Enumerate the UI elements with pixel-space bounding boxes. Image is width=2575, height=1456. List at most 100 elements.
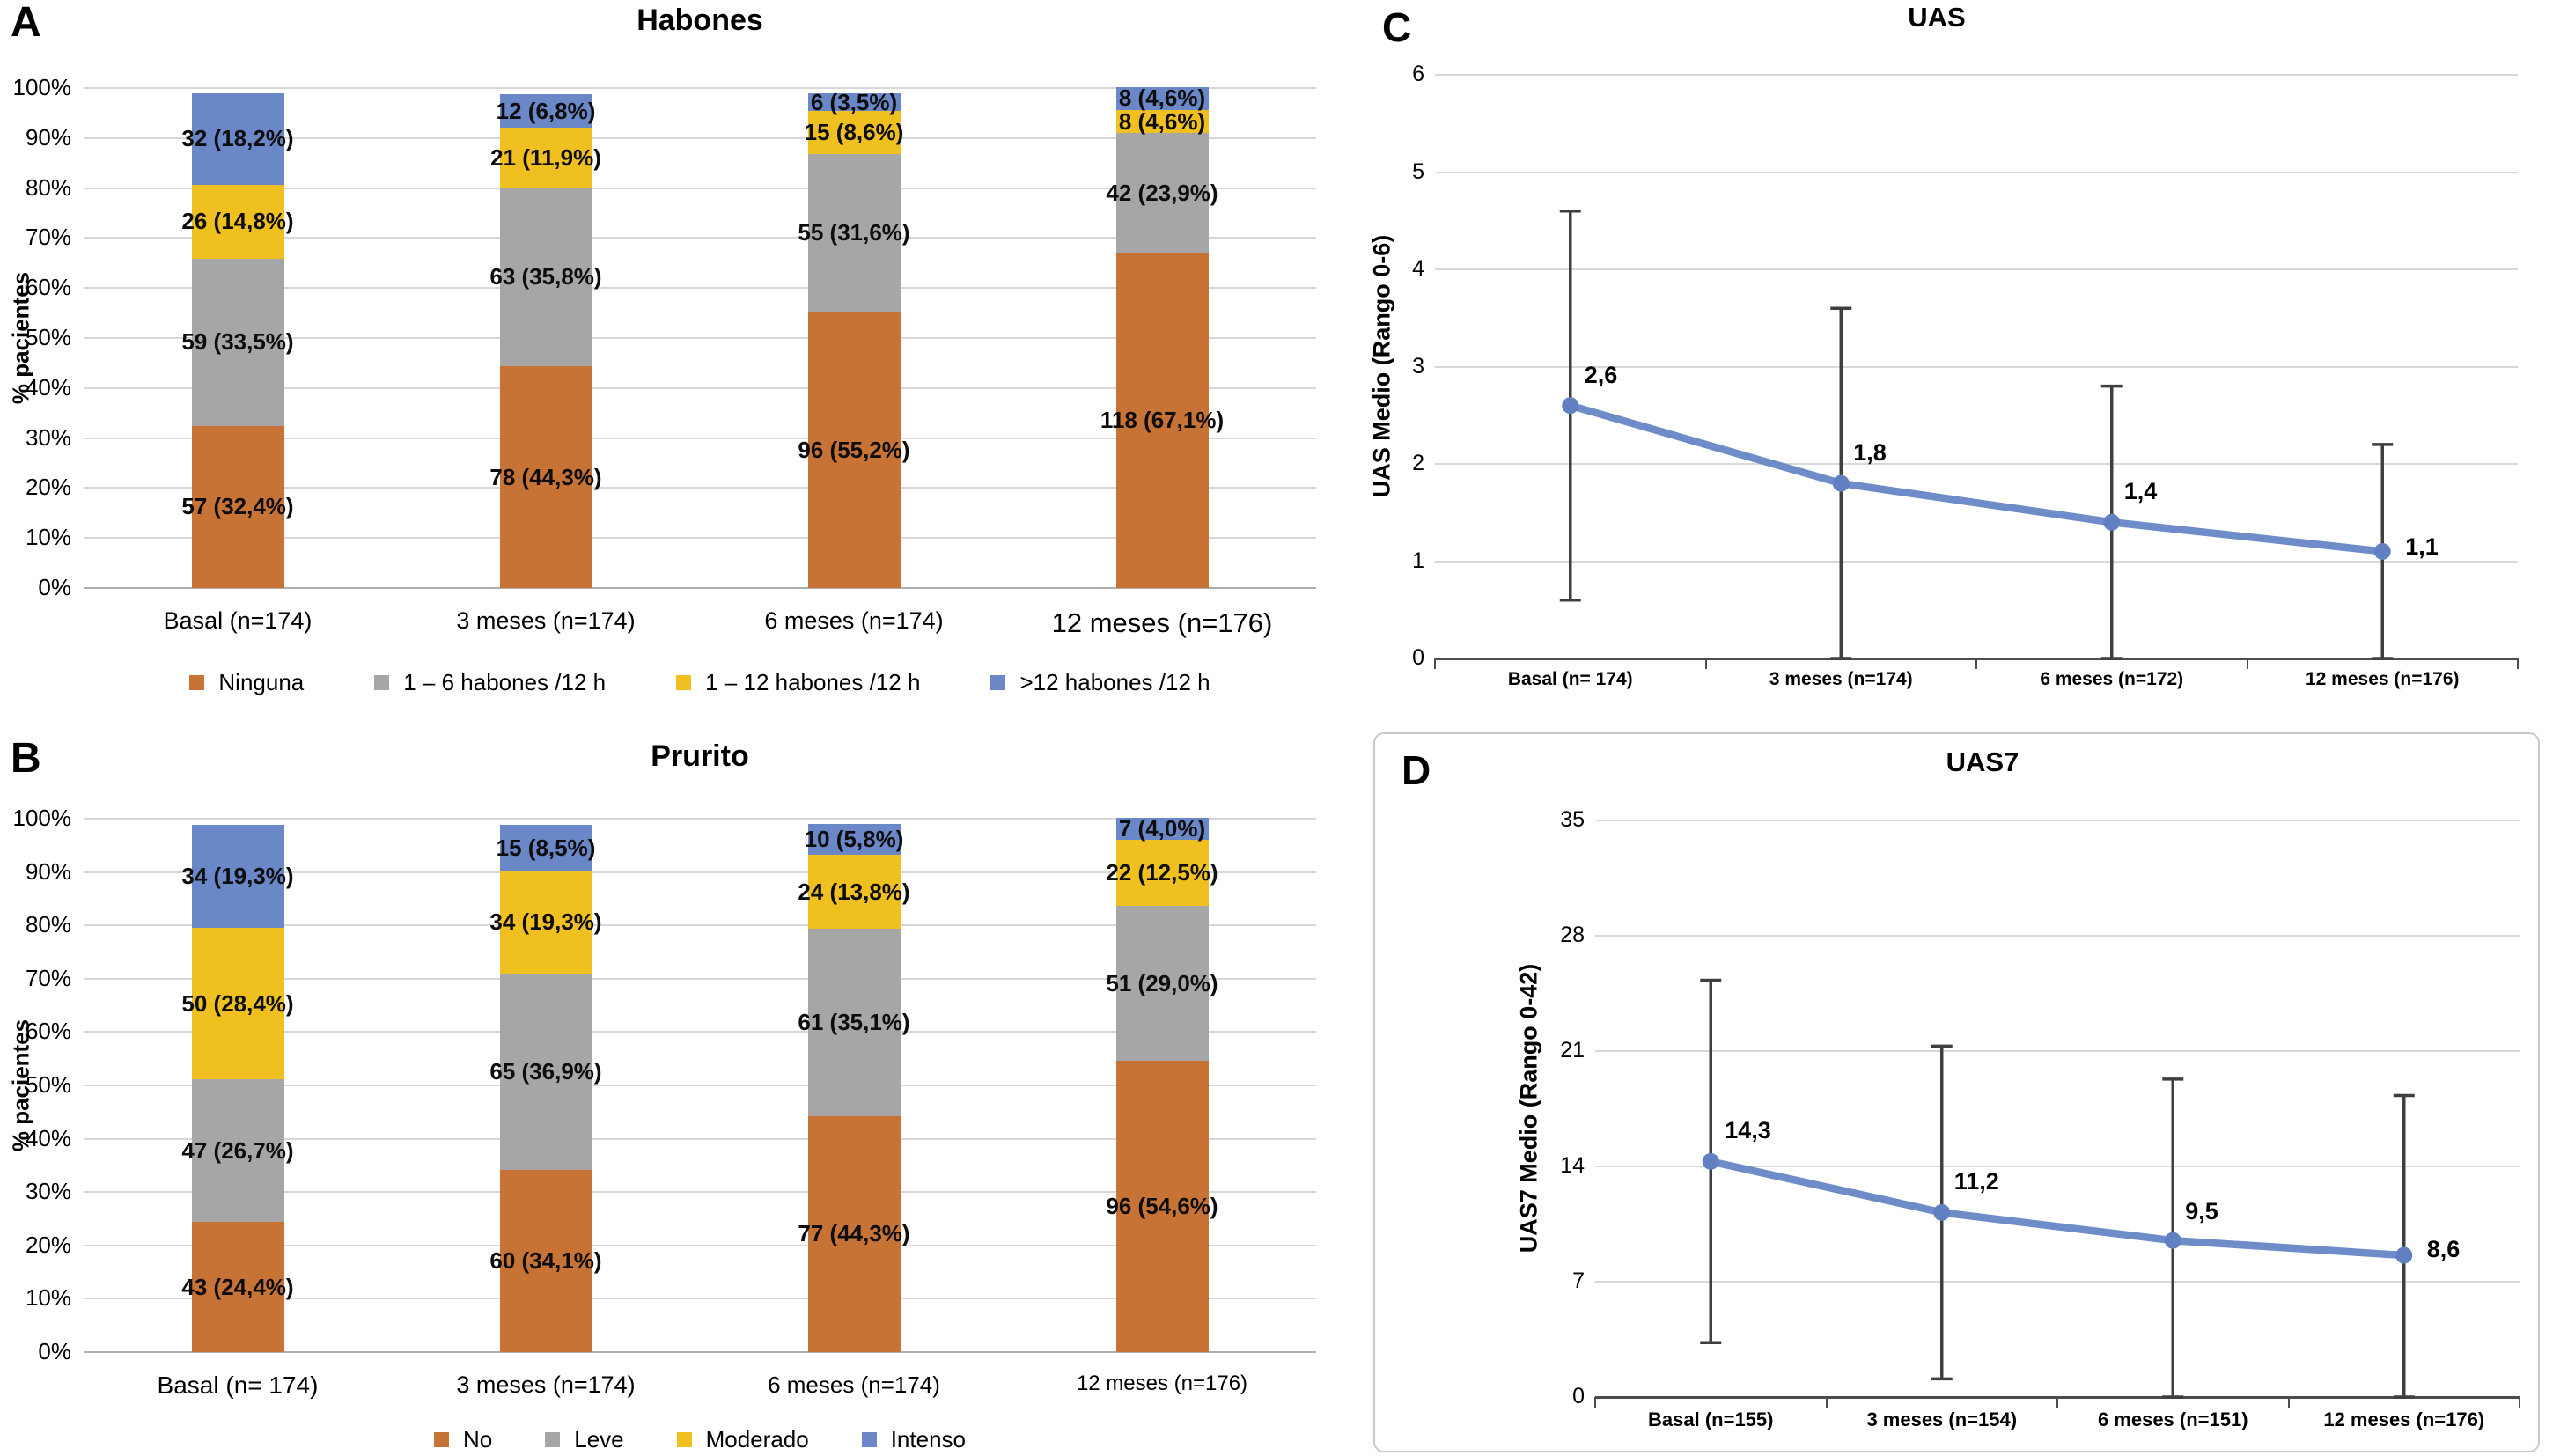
gridline <box>84 1244 1316 1246</box>
bar-segment: 6 (3,5%) <box>807 89 901 115</box>
bar-segment-label: 15 (8,5%) <box>496 834 596 861</box>
y-tick-label: 40% <box>25 373 71 401</box>
y-tick-label: 90% <box>25 123 71 151</box>
x-category-label: 3 meses (n=154) <box>1866 1408 2018 1430</box>
panel-c-uas: C UAS UAS Medio (Rango 0-6) 6 5 4 3 2 1 0 2,6 Ba… <box>1321 0 2575 735</box>
y-tick-label: 60% <box>25 274 71 301</box>
legend-label: Leve <box>574 1426 624 1452</box>
x-axis-tick <box>1975 658 1977 669</box>
bar-segment-label: 24 (13,8%) <box>798 878 910 905</box>
panel-b-prurito: B Prurito % pacientes No Leve Moderado Inte… <box>0 731 1321 1456</box>
y-tick-label: 0% <box>38 1338 71 1364</box>
x-axis-tick <box>1825 1397 1828 1408</box>
x-category-label: 3 meses (n=174) <box>1769 669 1913 689</box>
bar-segment-label: 43 (24,4%) <box>181 1273 294 1300</box>
legend-swatch-icon <box>189 675 205 690</box>
bar-segment: 26 (14,8%) <box>181 184 294 259</box>
data-point-marker <box>2395 1246 2413 1264</box>
bar-segment: 32 (18,2%) <box>181 93 294 185</box>
bar-segment-label: 21 (11,9%) <box>490 143 601 171</box>
gridline <box>1435 171 2518 173</box>
x-category-label: 6 meses (n=174) <box>764 607 944 634</box>
gridline <box>84 871 1316 873</box>
y-tick-label: 6 <box>1412 62 1424 86</box>
y-tick-label: 70% <box>25 224 71 251</box>
gridline <box>84 386 1316 389</box>
bar-segment-label: 8 (4,6%) <box>1118 107 1206 135</box>
y-tick-label: 30% <box>25 423 71 451</box>
legend-item: >12 habones /12 h <box>990 669 1210 696</box>
bar-segment: 10 (5,8%) <box>804 824 904 856</box>
bar-segment-label: 96 (54,6%) <box>1106 1193 1218 1220</box>
gridline <box>84 287 1316 290</box>
bar-segment-label: 60 (34,1%) <box>489 1247 602 1275</box>
bar-segment-label: 7 (4,0%) <box>1118 815 1206 842</box>
bar-segment: 42 (23,9%) <box>1106 133 1218 253</box>
bar-segment: 15 (8,6%) <box>805 111 903 154</box>
x-category-label: Basal (n= 174) <box>1507 669 1633 689</box>
bar-segment: 8 (4,6%) <box>1115 107 1209 135</box>
legend-swatch-icon <box>990 675 1006 690</box>
gridline <box>84 437 1316 439</box>
gridline <box>84 1351 1316 1353</box>
legend-label: 1 – 12 habones /12 h <box>705 669 921 695</box>
gridline <box>84 1191 1316 1194</box>
bar-segment-label: 22 (12,5%) <box>1106 859 1218 886</box>
x-category-label: 6 meses (n=172) <box>2040 669 2184 689</box>
legend-swatch-icon <box>861 1432 877 1447</box>
line-chart-svg <box>1700 978 2415 1399</box>
chart-legend: Ninguna 1 – 6 habones /12 h 1 – 12 habones… <box>84 669 1316 696</box>
y-tick-label: 1 <box>1412 548 1424 573</box>
bar-segment: 59 (33,5%) <box>181 258 294 426</box>
legend-item: 1 – 12 habones /12 h <box>676 669 920 696</box>
gridline <box>84 537 1316 540</box>
data-point-marker <box>1832 474 1850 492</box>
panel-letter: C <box>1382 4 1412 50</box>
gridline <box>1435 463 2518 465</box>
gridline <box>84 187 1316 189</box>
bar-segment: 12 (6,8%) <box>497 93 595 129</box>
data-point-marker <box>1562 397 1579 415</box>
bar-segment: 78 (44,3%) <box>489 366 602 588</box>
x-axis-tick <box>2517 658 2519 669</box>
bar-segment-label: 32 (18,2%) <box>181 125 294 152</box>
y-tick-label: 20% <box>25 1231 71 1258</box>
x-axis-tick <box>2519 1397 2520 1408</box>
gridline <box>84 1298 1316 1300</box>
bar-segment-label: 57 (32,4%) <box>181 493 294 520</box>
bar-segment: 34 (19,3%) <box>489 870 602 974</box>
bar-segment-label: 10 (5,8%) <box>804 826 904 853</box>
y-tick-label: 80% <box>25 911 71 938</box>
bar-segment: 15 (8,5%) <box>497 825 595 871</box>
panel-a-habones: A Habones % pacientes Ninguna 1 – 6 habon… <box>0 0 1321 731</box>
x-category-label: 6 meses (n=174) <box>768 1371 940 1398</box>
bar-segment-label: 50 (28,4%) <box>181 989 294 1017</box>
legend-swatch-icon <box>676 1432 692 1447</box>
bar-segment: 77 (44,3%) <box>798 1115 910 1352</box>
bar-segment: 7 (4,0%) <box>1115 815 1209 842</box>
data-point-label: 1,1 <box>2405 533 2439 561</box>
bar-segment: 96 (54,6%) <box>1106 1061 1218 1352</box>
x-category-label: 12 meses (n=176) <box>2305 669 2460 689</box>
bar-segment-label: 34 (19,3%) <box>489 908 602 935</box>
gridline <box>1435 268 2518 270</box>
data-point-label: 1,4 <box>2123 478 2158 505</box>
bar-segment: 55 (31,6%) <box>798 153 910 313</box>
y-tick-label: 100% <box>12 805 72 831</box>
data-point-marker <box>2373 542 2391 560</box>
x-axis-tick <box>2287 1397 2290 1408</box>
legend-item: No <box>433 1426 492 1453</box>
data-point-label: 14,3 <box>1725 1117 1771 1144</box>
legend-item: Moderado <box>676 1426 809 1453</box>
bar-segment: 34 (19,3%) <box>181 825 294 929</box>
y-tick-label: 4 <box>1412 256 1424 281</box>
legend-swatch-icon <box>676 675 692 690</box>
x-category-label: Basal (n=174) <box>163 607 313 634</box>
data-point-label: 1,8 <box>1853 439 1887 467</box>
gridline <box>84 924 1316 927</box>
data-point-marker <box>1933 1203 1951 1221</box>
gridline <box>84 977 1316 980</box>
y-tick-label: 35 <box>1560 807 1585 832</box>
gridline <box>84 237 1316 239</box>
gridline <box>1595 1281 2520 1283</box>
